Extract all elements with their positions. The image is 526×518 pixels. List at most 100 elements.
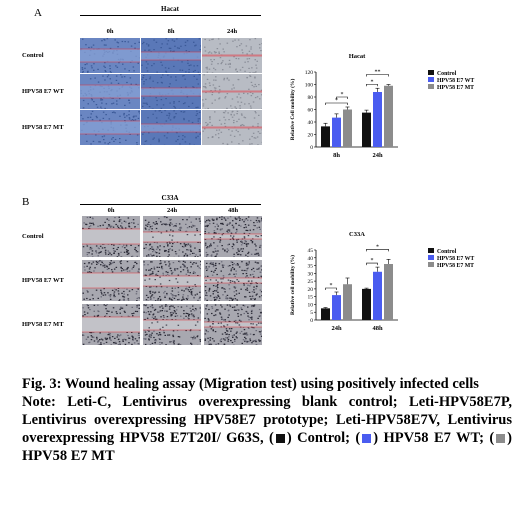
legend-label: HPV58 E7 WT bbox=[437, 78, 474, 84]
wound-image-tile bbox=[204, 304, 262, 345]
wound-image-tile bbox=[143, 216, 201, 257]
figure-title: Fig. 3: Wound healing assay (Migration t… bbox=[22, 376, 479, 392]
panel-b-title-rule bbox=[80, 204, 261, 205]
significance-bracket bbox=[336, 96, 348, 99]
control-swatch bbox=[275, 434, 285, 443]
legend-label: HPV58 E7 WT bbox=[437, 256, 474, 262]
y-tick-label: 60 bbox=[308, 108, 314, 114]
significance-star: ** bbox=[375, 70, 381, 76]
condition-label: Control bbox=[22, 51, 44, 59]
wound-image-tile bbox=[80, 38, 140, 73]
panel-b-letter: B bbox=[22, 196, 30, 208]
x-tick-label: 24h bbox=[372, 152, 383, 159]
legend-label: HPV58 E7 MT bbox=[437, 85, 474, 91]
significance-bracket bbox=[366, 74, 389, 77]
bar bbox=[373, 271, 382, 320]
legend-open-paren: ( bbox=[269, 430, 274, 446]
bar bbox=[384, 85, 393, 147]
significance-bracket bbox=[325, 287, 337, 290]
y-tick-label: 20 bbox=[308, 133, 314, 139]
significance-bracket bbox=[325, 102, 348, 105]
y-axis-label: Relative cell mobility (%) bbox=[289, 255, 296, 315]
significance-bracket bbox=[366, 262, 378, 266]
significance-bracket bbox=[366, 249, 389, 252]
wt-swatch bbox=[362, 434, 372, 443]
bar bbox=[362, 288, 371, 320]
wound-image-tile bbox=[82, 260, 140, 301]
legend-wt-text: ) HPV58 E7 WT; ( bbox=[373, 430, 495, 446]
x-tick-label: 24h bbox=[331, 325, 342, 332]
panel-a-title: Hacat bbox=[161, 5, 179, 13]
bar bbox=[321, 308, 330, 320]
timepoint-label: 0h bbox=[107, 207, 115, 214]
bar bbox=[343, 284, 352, 320]
significance-star: * bbox=[341, 92, 344, 98]
bar bbox=[343, 109, 352, 147]
wound-image-tile bbox=[202, 38, 262, 73]
significance-bracket bbox=[366, 83, 378, 87]
timepoint-label: 8h bbox=[167, 28, 175, 35]
bar bbox=[332, 295, 341, 320]
legend-swatch bbox=[428, 255, 434, 260]
mt-swatch bbox=[496, 434, 506, 443]
bar bbox=[362, 112, 371, 147]
hacat-bar-chart: Hacat 0 20 40 60 80 100 120 Relative Cell mobili… bbox=[280, 50, 510, 165]
y-tick-label: 10 bbox=[308, 302, 314, 308]
wound-image-tile bbox=[80, 110, 140, 145]
panel-a-title-rule bbox=[80, 15, 261, 16]
condition-label: HPV58 E7 MT bbox=[22, 123, 64, 131]
wound-image-tile bbox=[141, 38, 201, 73]
timepoint-label: 0h bbox=[106, 28, 114, 35]
x-tick-label: 8h bbox=[333, 152, 340, 159]
wound-image-tile bbox=[141, 110, 201, 145]
chart-title: C33A bbox=[349, 231, 365, 238]
y-tick-label: 20 bbox=[308, 287, 314, 293]
y-axis-label: Relative Cell mobility (%) bbox=[289, 79, 296, 141]
significance-star: * bbox=[335, 98, 338, 104]
y-tick-label: 15 bbox=[308, 295, 314, 301]
legend-label: HPV58 E7 MT bbox=[437, 263, 474, 269]
wound-image-tile bbox=[143, 304, 201, 345]
bar bbox=[384, 264, 393, 320]
y-tick-label: 35 bbox=[308, 264, 314, 270]
legend-control-text: ) Control; ( bbox=[286, 430, 361, 446]
wound-image-tile bbox=[82, 216, 140, 257]
y-tick-label: 80 bbox=[308, 95, 314, 101]
bar bbox=[321, 126, 330, 147]
wound-image-tile bbox=[204, 216, 262, 257]
legend-swatch bbox=[428, 84, 434, 89]
figure-note: Note: Leti-C, Lentivirus overexpressing … bbox=[22, 393, 512, 465]
wound-image-tile bbox=[204, 260, 262, 301]
legend-label: Control bbox=[437, 71, 457, 77]
legend-label: Control bbox=[437, 249, 457, 255]
y-tick-label: 40 bbox=[308, 120, 314, 126]
timepoint-label: 24h bbox=[226, 28, 238, 35]
legend-mt-text: ) HPV58 E7 MT bbox=[22, 430, 512, 464]
panel-a-letter: A bbox=[34, 7, 42, 19]
y-tick-label: 25 bbox=[308, 279, 314, 285]
wound-image-tile bbox=[143, 260, 201, 301]
legend-swatch bbox=[428, 248, 434, 253]
figure-caption: Fig. 3: Wound healing assay (Migration t… bbox=[22, 375, 512, 465]
bar bbox=[332, 117, 341, 147]
significance-star: * bbox=[330, 283, 333, 289]
wound-image-tile bbox=[141, 74, 201, 109]
c33a-bar-chart: C33A 0 5 10 15 20 25 30 35 40 45 Relative cell mobi… bbox=[280, 228, 510, 338]
condition-label: Control bbox=[22, 232, 44, 240]
y-tick-label: 30 bbox=[308, 271, 314, 277]
chart-title: Hacat bbox=[349, 53, 366, 60]
condition-label: HPV58 E7 MT bbox=[22, 320, 64, 328]
significance-star: * bbox=[376, 244, 379, 250]
wound-image-tile bbox=[82, 304, 140, 345]
y-tick-label: 0 bbox=[310, 145, 313, 151]
bar bbox=[373, 92, 382, 147]
x-tick-label: 48h bbox=[372, 325, 383, 332]
y-tick-label: 5 bbox=[310, 310, 313, 316]
wound-image-tile bbox=[80, 74, 140, 109]
condition-label: HPV58 E7 WT bbox=[22, 276, 64, 284]
significance-star: * bbox=[371, 258, 374, 264]
panel-b-title: C33A bbox=[161, 194, 179, 202]
wound-image-tile bbox=[202, 74, 262, 109]
y-tick-label: 0 bbox=[310, 318, 313, 324]
y-tick-label: 120 bbox=[305, 70, 314, 76]
